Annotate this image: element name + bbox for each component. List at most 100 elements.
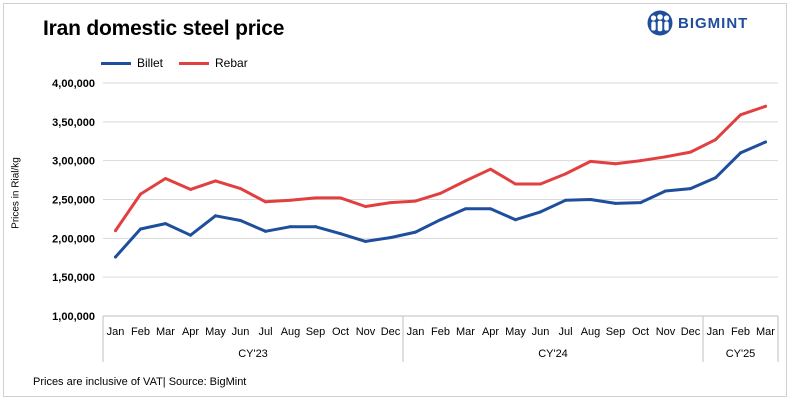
data-point-billet bbox=[414, 230, 417, 234]
data-point-billet bbox=[389, 236, 392, 240]
x-tick-label: Jan bbox=[107, 326, 125, 338]
data-point-billet bbox=[264, 229, 267, 233]
x-tick-label: May bbox=[205, 326, 226, 338]
data-point-billet bbox=[189, 233, 192, 237]
data-point-rebar bbox=[314, 196, 317, 200]
data-point-billet bbox=[239, 218, 242, 222]
data-point-rebar bbox=[364, 204, 367, 208]
x-tick-label: May bbox=[505, 326, 526, 338]
data-point-rebar bbox=[564, 172, 567, 176]
data-point-rebar bbox=[239, 187, 242, 191]
x-tick-label: Feb bbox=[431, 326, 450, 338]
y-tick-label: 3,50,000 bbox=[52, 117, 95, 129]
y-tick-label: 4,00,000 bbox=[52, 78, 95, 90]
chart-legend: Billet Rebar bbox=[101, 56, 264, 70]
data-point-billet bbox=[764, 140, 767, 144]
x-tick-label: Jun bbox=[532, 326, 550, 338]
x-tick-label: Apr bbox=[482, 326, 499, 338]
data-point-rebar bbox=[289, 198, 292, 202]
x-group-label: CY'25 bbox=[726, 348, 756, 360]
series-line-rebar bbox=[114, 104, 767, 233]
data-point-rebar bbox=[139, 192, 142, 196]
data-point-billet bbox=[739, 151, 742, 155]
data-point-rebar bbox=[539, 182, 542, 186]
data-point-rebar bbox=[414, 199, 417, 203]
data-point-billet bbox=[314, 225, 317, 229]
data-point-billet bbox=[164, 222, 167, 226]
data-point-rebar bbox=[614, 162, 617, 166]
x-tick-label: Feb bbox=[131, 326, 150, 338]
x-tick-label: Mar bbox=[456, 326, 475, 338]
x-tick-label: Sep bbox=[306, 326, 326, 338]
data-point-rebar bbox=[514, 182, 517, 186]
data-point-rebar bbox=[714, 138, 717, 142]
x-tick-label: Jan bbox=[407, 326, 425, 338]
data-point-rebar bbox=[764, 104, 767, 108]
data-point-rebar bbox=[639, 159, 642, 163]
legend-item-rebar: Rebar bbox=[179, 56, 248, 70]
x-tick-label: Oct bbox=[332, 326, 349, 338]
brand-name: BIGMINT bbox=[678, 14, 749, 32]
data-point-rebar bbox=[589, 159, 592, 163]
data-point-rebar bbox=[439, 191, 442, 195]
data-point-billet bbox=[439, 218, 442, 222]
x-tick-label: Sep bbox=[606, 326, 626, 338]
legend-swatch-billet bbox=[101, 61, 131, 65]
data-point-rebar bbox=[339, 196, 342, 200]
x-tick-label: Nov bbox=[356, 326, 376, 338]
data-point-rebar bbox=[689, 150, 692, 154]
brand-logo: BIGMINT bbox=[645, 10, 748, 36]
data-point-rebar bbox=[664, 155, 667, 159]
data-point-rebar bbox=[164, 177, 167, 181]
y-tick-label: 1,00,000 bbox=[52, 311, 95, 323]
x-group-label: CY'23 bbox=[238, 348, 268, 360]
bigmint-people-logo-icon bbox=[647, 10, 673, 36]
legend-swatch-rebar bbox=[179, 61, 210, 65]
x-tick-label: Mar bbox=[756, 326, 775, 338]
x-tick-label: Apr bbox=[182, 326, 199, 338]
x-tick-label: Oct bbox=[632, 326, 649, 338]
data-point-billet bbox=[564, 198, 567, 202]
data-point-rebar bbox=[389, 201, 392, 205]
data-point-rebar bbox=[489, 167, 492, 171]
y-tick-label: 3,00,000 bbox=[52, 156, 95, 168]
y-tick-label: 1,50,000 bbox=[52, 272, 95, 284]
x-tick-label: Mar bbox=[156, 326, 175, 338]
x-tick-label: Aug bbox=[581, 326, 601, 338]
data-point-billet bbox=[114, 255, 117, 259]
data-point-billet bbox=[514, 218, 517, 222]
data-point-billet bbox=[339, 232, 342, 236]
x-group-label: CY'24 bbox=[538, 348, 568, 360]
data-point-rebar bbox=[464, 179, 467, 183]
chart-frame bbox=[3, 3, 787, 397]
data-point-billet bbox=[664, 189, 667, 193]
legend-label-billet: Billet bbox=[137, 56, 164, 70]
y-tick-label: 2,50,000 bbox=[52, 195, 95, 207]
data-point-billet bbox=[139, 227, 142, 231]
data-point-rebar bbox=[739, 113, 742, 117]
data-point-rebar bbox=[114, 229, 117, 233]
y-tick-label: 2,00,000 bbox=[52, 233, 95, 245]
data-point-billet bbox=[364, 239, 367, 243]
legend-item-billet: Billet bbox=[101, 56, 163, 70]
data-point-billet bbox=[214, 214, 217, 218]
data-point-billet bbox=[689, 187, 692, 191]
chart-title: Iran domestic steel price bbox=[43, 17, 285, 40]
data-point-billet bbox=[589, 198, 592, 201]
x-tick-label: Feb bbox=[731, 326, 750, 338]
x-tick-label: Jul bbox=[558, 326, 572, 338]
data-point-billet bbox=[539, 210, 542, 214]
chart-footnote: Prices are inclusive of VAT| Source: Big… bbox=[33, 376, 247, 388]
data-point-billet bbox=[714, 176, 717, 180]
x-tick-label: Jun bbox=[232, 326, 250, 338]
data-point-rebar bbox=[214, 179, 217, 183]
legend-label-rebar: Rebar bbox=[215, 56, 248, 70]
x-tick-label: Aug bbox=[281, 326, 301, 338]
data-point-rebar bbox=[264, 200, 267, 204]
x-tick-label: Dec bbox=[681, 326, 701, 338]
data-point-billet bbox=[489, 207, 492, 211]
data-point-billet bbox=[614, 201, 617, 205]
data-point-rebar bbox=[189, 187, 192, 191]
data-point-billet bbox=[639, 201, 642, 205]
